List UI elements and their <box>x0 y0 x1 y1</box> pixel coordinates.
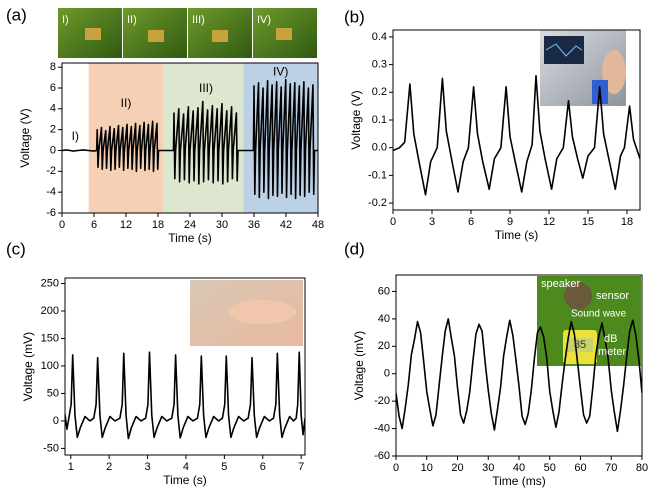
inset-label: speaker <box>541 278 580 290</box>
y-tick-label: 0.0 <box>372 142 387 154</box>
x-tick-label: 20 <box>451 462 463 474</box>
x-tick-label: 36 <box>248 219 260 231</box>
x-tick-label: 48 <box>312 219 324 231</box>
x-tick-label: 24 <box>184 219 196 231</box>
x-tick-label: 15 <box>582 216 594 228</box>
x-tick-label: 5 <box>221 461 227 473</box>
inset-label: sensor <box>596 290 629 302</box>
region-label: III) <box>199 81 213 95</box>
y-tick-label: -4 <box>46 186 56 198</box>
inset-label: 85 <box>574 339 586 351</box>
x-tick-label: 10 <box>421 462 433 474</box>
inset-c <box>190 280 303 346</box>
x-axis-title: Time (s) <box>163 473 207 487</box>
device <box>212 30 228 42</box>
photo-label: III) <box>192 14 205 26</box>
y-tick-label: 200 <box>41 305 59 317</box>
x-tick-label: 3 <box>144 461 150 473</box>
panel-label: (d) <box>344 239 365 258</box>
y-tick-label: 0.4 <box>372 31 387 43</box>
x-tick-label: 42 <box>280 219 292 231</box>
device <box>276 28 292 40</box>
y-tick-label: 8 <box>50 61 56 73</box>
x-tick-label: 7 <box>298 461 304 473</box>
y-tick-label: 6 <box>50 82 56 94</box>
y-tick-label: 0.2 <box>372 86 387 98</box>
y-tick-label: 250 <box>41 277 59 289</box>
y-tick-label: 0.1 <box>372 114 387 126</box>
y-tick-label: 150 <box>41 332 59 344</box>
x-tick-label: 3 <box>429 216 435 228</box>
device <box>148 30 164 42</box>
photo-label: II) <box>127 14 137 26</box>
panel-label: (b) <box>344 7 365 26</box>
x-tick-label: 12 <box>543 216 555 228</box>
screen <box>544 36 584 64</box>
y-tick-label: -40 <box>374 422 390 434</box>
x-tick-label: 9 <box>507 216 513 228</box>
y-tick-label: 50 <box>47 387 59 399</box>
y-tick-label: -0.1 <box>368 169 387 181</box>
inset-label: dB <box>604 333 617 345</box>
y-axis-title: Voltage (mV) <box>21 332 35 401</box>
device <box>85 28 101 40</box>
y-axis-title: Voltage (V) <box>18 108 32 167</box>
x-axis-title: Time (ms) <box>492 474 546 488</box>
x-tick-label: 0 <box>59 219 65 231</box>
y-tick-label: 0 <box>53 415 59 427</box>
y-tick-label: 100 <box>41 360 59 372</box>
x-tick-label: 80 <box>636 462 648 474</box>
x-tick-label: 18 <box>152 219 164 231</box>
inset-b <box>540 30 626 106</box>
data-line <box>65 352 305 438</box>
y-tick-label: 0 <box>384 368 390 380</box>
y-tick-label: 40 <box>378 313 390 325</box>
x-tick-label: 6 <box>91 219 97 231</box>
inset-label: meter <box>598 346 626 358</box>
x-tick-label: 30 <box>216 219 228 231</box>
x-tick-label: 40 <box>513 462 525 474</box>
y-tick-label: -50 <box>43 442 59 454</box>
y-tick-label: 2 <box>50 124 56 136</box>
y-tick-label: -6 <box>46 207 56 219</box>
hand <box>228 300 296 324</box>
x-tick-label: 1 <box>68 461 74 473</box>
figure: 0612182430364248-6-4-202468Time (s)Volta… <box>0 0 652 491</box>
y-tick-label: 4 <box>50 103 56 115</box>
y-tick-label: 0 <box>50 144 56 156</box>
x-axis-title: Time (s) <box>495 228 539 242</box>
y-axis-title: Voltage (V) <box>349 90 363 149</box>
region-label: I) <box>72 129 79 143</box>
x-tick-label: 60 <box>574 462 586 474</box>
y-tick-label: -0.2 <box>368 197 387 209</box>
y-axis-title: Voltage (mV) <box>352 331 366 400</box>
x-tick-label: 6 <box>260 461 266 473</box>
x-axis-title: Time (s) <box>168 231 212 245</box>
y-tick-label: 60 <box>378 285 390 297</box>
x-tick-label: 2 <box>106 461 112 473</box>
x-tick-label: 12 <box>120 219 132 231</box>
panel-label: (c) <box>6 239 26 258</box>
x-tick-label: 50 <box>544 462 556 474</box>
photo-label: I) <box>62 14 69 26</box>
x-tick-label: 70 <box>605 462 617 474</box>
panel-label: (a) <box>6 5 27 24</box>
x-tick-label: 30 <box>482 462 494 474</box>
y-tick-label: 0.3 <box>372 59 387 71</box>
photo-label: IV) <box>257 14 271 26</box>
inset-label: Sound wave <box>571 309 626 320</box>
y-tick-label: -20 <box>374 395 390 407</box>
y-tick-label: -60 <box>374 450 390 462</box>
x-tick-label: 0 <box>393 462 399 474</box>
x-tick-label: 18 <box>621 216 633 228</box>
region-label: II) <box>121 96 132 110</box>
x-tick-label: 6 <box>468 216 474 228</box>
x-tick-label: 0 <box>390 216 396 228</box>
y-tick-label: 20 <box>378 340 390 352</box>
y-tick-label: -2 <box>46 165 56 177</box>
photo-strip <box>58 8 317 58</box>
x-tick-label: 4 <box>183 461 189 473</box>
region-label: IV) <box>273 65 288 79</box>
